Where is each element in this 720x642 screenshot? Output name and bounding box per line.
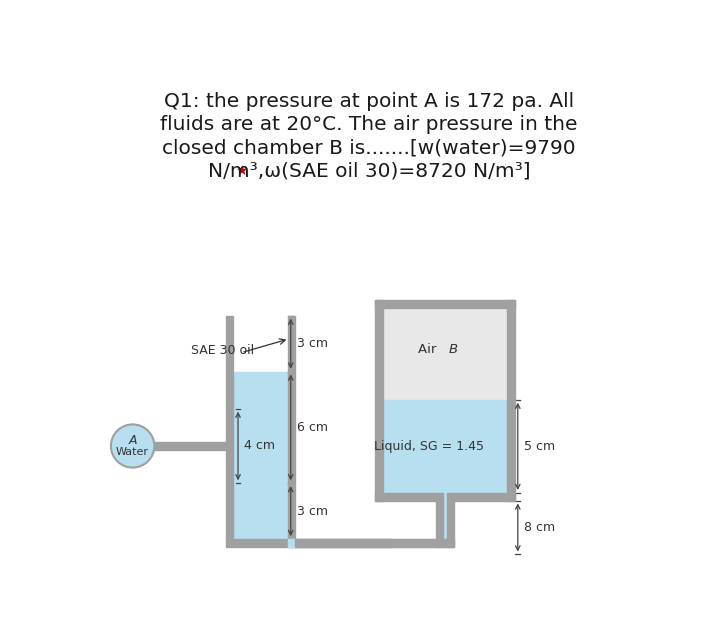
- Bar: [132, 442, 225, 450]
- Text: 8 cm: 8 cm: [524, 521, 555, 534]
- Bar: [295, 539, 391, 547]
- Text: Liquid, SG = 1.45: Liquid, SG = 1.45: [374, 440, 485, 453]
- Bar: [507, 300, 515, 501]
- Bar: [444, 493, 446, 547]
- Bar: [375, 300, 515, 308]
- Text: 4 cm: 4 cm: [244, 440, 275, 453]
- Bar: [132, 443, 225, 449]
- Bar: [436, 539, 454, 547]
- Text: B: B: [449, 343, 458, 356]
- Text: SAE 30 oil: SAE 30 oil: [191, 344, 254, 357]
- Text: fluids are at 20°C. The air pressure in the: fluids are at 20°C. The air pressure in …: [161, 116, 577, 134]
- Bar: [225, 539, 295, 547]
- Text: Q1: the pressure at point A is 172 pa. All: Q1: the pressure at point A is 172 pa. A…: [164, 92, 574, 111]
- Bar: [287, 539, 391, 547]
- Bar: [225, 316, 233, 539]
- Bar: [287, 316, 295, 539]
- Text: ★: ★: [235, 164, 248, 178]
- Text: 5 cm: 5 cm: [524, 440, 555, 453]
- Text: 6 cm: 6 cm: [297, 421, 328, 434]
- Bar: [233, 372, 287, 539]
- Bar: [287, 539, 436, 547]
- Bar: [295, 539, 436, 547]
- Bar: [436, 493, 444, 547]
- Bar: [383, 400, 507, 493]
- Text: Water: Water: [116, 447, 149, 457]
- Bar: [375, 493, 436, 501]
- Text: A: A: [128, 434, 137, 447]
- Text: 3 cm: 3 cm: [297, 337, 328, 350]
- Text: closed chamber B is.......[w(water)=9790: closed chamber B is.......[w(water)=9790: [162, 139, 576, 157]
- Bar: [383, 308, 507, 400]
- Bar: [454, 493, 515, 501]
- Text: 3 cm: 3 cm: [297, 505, 328, 517]
- Circle shape: [111, 424, 154, 467]
- Bar: [444, 493, 446, 539]
- Bar: [375, 300, 383, 501]
- Text: Air: Air: [418, 343, 441, 356]
- Bar: [446, 493, 454, 547]
- Text: N/m³,ω(SAE oil 30)=8720 N/m³]: N/m³,ω(SAE oil 30)=8720 N/m³]: [207, 162, 531, 180]
